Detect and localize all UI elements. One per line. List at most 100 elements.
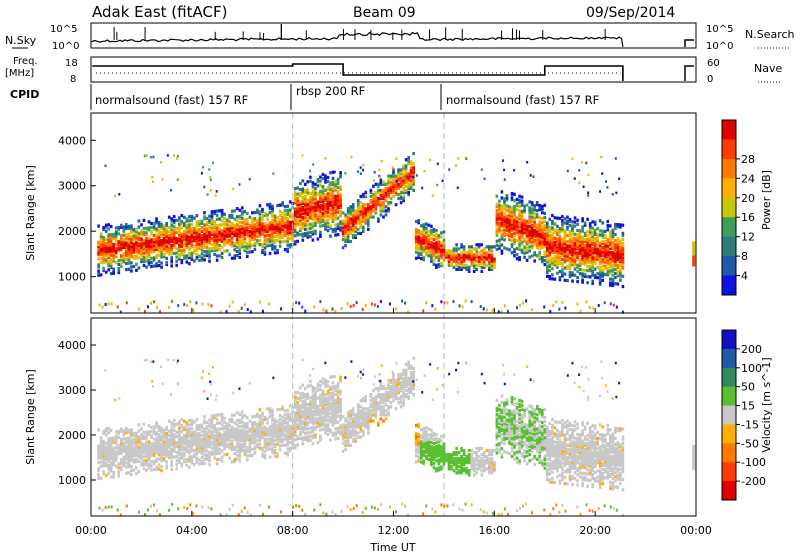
power-cell [553, 240, 557, 244]
power-cell [312, 163, 315, 166]
velocity-cell [172, 435, 176, 439]
velocity-cell [288, 434, 292, 438]
power-cell [169, 188, 172, 192]
power-cell [432, 246, 436, 250]
velocity-cell [218, 447, 221, 451]
power-cell [339, 228, 342, 232]
power-cell [367, 227, 370, 231]
power-cell [137, 252, 141, 256]
power-cell [203, 223, 206, 227]
power-cell [611, 240, 615, 245]
power-cell [429, 158, 432, 162]
power-cell [107, 264, 110, 268]
power-cell [601, 264, 605, 268]
velocity-cell [213, 413, 216, 418]
power-cell [301, 238, 305, 242]
power-cell [102, 244, 105, 248]
power-cell [379, 203, 383, 207]
power-cell [460, 263, 463, 267]
power-cell [601, 233, 605, 237]
power-cell [543, 240, 547, 244]
power-cell [425, 301, 428, 305]
power-cell [548, 240, 552, 244]
velocity-cell [117, 444, 121, 448]
power-cell [591, 271, 594, 275]
power-cell [412, 166, 415, 170]
velocity-cell [99, 440, 103, 444]
power-cell [533, 253, 536, 257]
power-cell [578, 247, 582, 251]
power-cell [518, 200, 521, 204]
power-cell [309, 175, 312, 179]
power-cell [387, 186, 390, 190]
power-cell [228, 304, 231, 308]
power-cell [467, 267, 471, 271]
power-cell [581, 274, 584, 278]
velocity-cell [235, 457, 239, 461]
power-cell [604, 266, 607, 270]
velocity-cell [160, 444, 163, 448]
power-cell [230, 221, 234, 226]
velocity-cell [261, 414, 264, 418]
power-cell [619, 272, 622, 276]
power-cell [508, 209, 511, 213]
power-cell [150, 240, 153, 244]
velocity-cell [117, 452, 121, 456]
velocity-cell [203, 419, 206, 423]
velocity-cell [273, 442, 277, 446]
power-cell [510, 222, 514, 226]
velocity-cell [152, 443, 156, 447]
power-cell [220, 223, 224, 227]
power-cell [389, 184, 393, 188]
power-cell [369, 190, 373, 194]
power-cell [440, 249, 443, 253]
power-cell [462, 265, 466, 269]
power-cell [152, 246, 156, 250]
power-cell [442, 238, 446, 242]
power-cell [331, 197, 335, 201]
power-cell [99, 232, 103, 236]
power-cell [102, 260, 105, 264]
power-cell [553, 261, 557, 265]
power-cell [546, 248, 549, 252]
power-cell [301, 197, 305, 201]
power-cell [417, 247, 420, 251]
power-cell [553, 230, 557, 234]
power-cell [362, 215, 365, 219]
power-cell [149, 301, 152, 305]
power-cell [543, 232, 547, 236]
power-cell [288, 210, 292, 214]
power-cell [193, 230, 196, 234]
power-cell [510, 228, 514, 232]
power-cell [321, 199, 325, 203]
power-cell [369, 205, 373, 209]
power-cell [548, 246, 552, 250]
velocity-cell [130, 432, 133, 436]
power-cell [122, 260, 126, 264]
power-cell [588, 252, 592, 256]
velocity-cell [185, 423, 189, 427]
power-cell [331, 189, 335, 193]
power-cell [261, 209, 264, 214]
velocity-cell [97, 444, 100, 448]
velocity-cell [223, 447, 226, 451]
velocity-cell [235, 453, 239, 457]
velocity-cell [271, 428, 274, 433]
velocity-cell [125, 428, 128, 433]
power-cell [525, 242, 529, 246]
velocity-cell [165, 434, 168, 438]
velocity-cell [306, 427, 310, 431]
power-cell [578, 264, 582, 268]
power-cell [442, 240, 446, 244]
velocity-cell [271, 408, 274, 412]
power-cell [587, 173, 590, 177]
power-cell [107, 233, 110, 237]
power-cell [523, 210, 526, 214]
power-cell [316, 180, 320, 184]
power-cell [165, 228, 168, 232]
power-cell [130, 224, 133, 228]
power-cell [379, 197, 383, 201]
power-cell [152, 256, 156, 260]
power-cell [568, 246, 572, 250]
power-cell [150, 232, 153, 236]
